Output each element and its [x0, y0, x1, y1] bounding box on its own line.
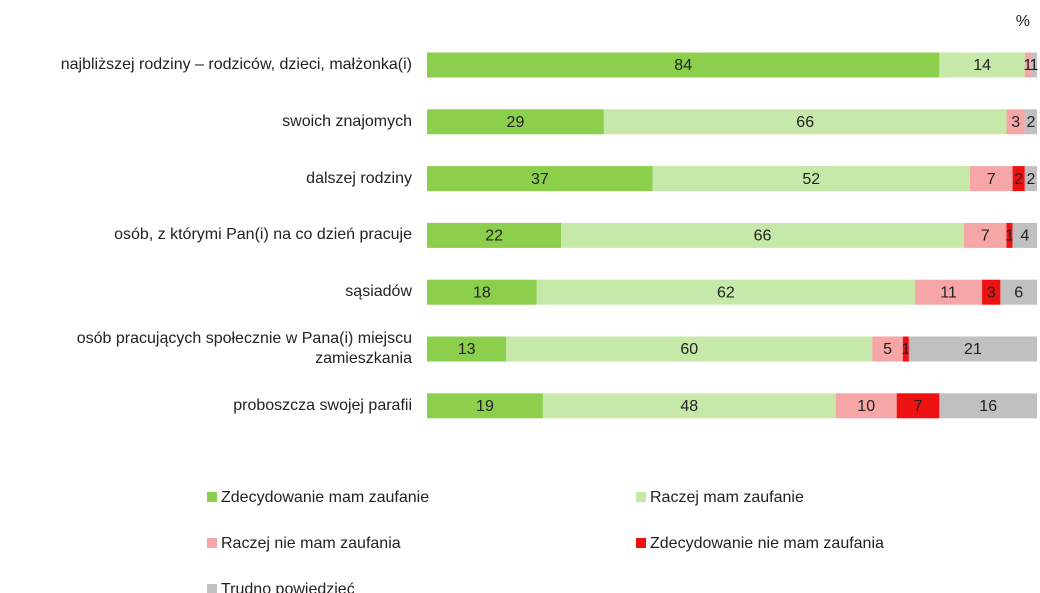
data-label: 29 [507, 114, 525, 131]
data-label: 19 [476, 398, 494, 415]
data-label: 10 [857, 398, 875, 415]
data-label: 62 [717, 284, 735, 301]
bar-segment [969, 166, 1013, 192]
bar-segment [561, 222, 964, 248]
bar-segment [427, 279, 537, 305]
bar-segment [427, 166, 653, 192]
bar-segment [908, 336, 1037, 362]
data-label: 1 [1023, 57, 1032, 74]
bar-segment [603, 109, 1007, 135]
data-label: 16 [979, 398, 997, 415]
bar-segment [915, 279, 983, 305]
legend-label: Zdecydowanie mam zaufanie [221, 489, 429, 506]
bar-segment [427, 222, 562, 248]
data-label: 66 [796, 114, 814, 131]
bar-segment [939, 52, 1025, 78]
bar-segment [963, 222, 1007, 248]
bar-segment [1000, 279, 1037, 305]
bar-segment [427, 52, 940, 78]
bar-segment [1012, 222, 1037, 248]
bar-segment [427, 336, 507, 362]
bar-segment [1024, 166, 1037, 192]
category-label: najbliższej rodziny – rodziców, dzieci, … [60, 56, 412, 73]
bar-segment [1012, 166, 1025, 192]
legend-label: Raczej mam zaufanie [650, 489, 804, 506]
bar-segment [652, 166, 970, 192]
unit-label: % [1016, 13, 1030, 30]
data-label: 4 [1020, 228, 1029, 245]
data-label: 3 [1011, 114, 1020, 131]
category-label: dalszej rodziny [306, 169, 412, 187]
data-label: 7 [981, 228, 990, 245]
category-label: swoich znajomych [282, 112, 412, 130]
bar-segment [982, 279, 1001, 305]
bar-segment [1006, 222, 1013, 248]
bar-segment [427, 109, 604, 135]
bar-segment [939, 393, 1037, 419]
legend-swatch [207, 584, 217, 593]
bar-segment [1024, 109, 1037, 135]
data-label: 84 [674, 57, 692, 74]
data-label: 2 [1014, 171, 1023, 188]
data-label: 1 [1029, 57, 1038, 74]
bar-segment [1006, 109, 1025, 135]
bar-segment [1030, 52, 1037, 78]
bar-segment [835, 393, 897, 419]
data-label: 2 [1026, 114, 1035, 131]
data-label: 21 [964, 341, 982, 358]
bar-segment [506, 336, 873, 362]
data-label: 3 [987, 284, 996, 301]
legend-swatch [207, 492, 217, 502]
data-label: 7 [914, 398, 923, 415]
data-label: 5 [883, 341, 892, 358]
data-label: 1 [901, 341, 910, 358]
bar-segment [536, 279, 915, 305]
data-label: 66 [754, 228, 772, 245]
category-label: osób, z którymi Pan(i) na co dzień pracu… [114, 226, 412, 244]
data-label: 7 [987, 171, 996, 188]
bar-segment [902, 336, 909, 362]
data-label: 52 [802, 171, 820, 188]
bar-segment [542, 393, 836, 419]
data-label: 60 [680, 341, 698, 358]
bar-segment [872, 336, 903, 362]
data-label: 2 [1026, 171, 1035, 188]
data-label: 1 [1005, 228, 1014, 245]
category-label: proboszcza swojej parafii [233, 396, 412, 414]
bar-segment [896, 393, 940, 419]
data-label: 18 [473, 284, 491, 301]
bar-segment [1024, 52, 1031, 78]
data-label: 37 [531, 171, 549, 188]
legend-label: Trudno powiedzieć [221, 581, 355, 593]
data-label: 6 [1014, 284, 1023, 301]
category-label: osób pracujących społecznie w Pana(i) mi… [76, 330, 412, 367]
legend-label: Raczej nie mam zaufania [221, 535, 401, 552]
category-label: sąsiadów [345, 283, 412, 301]
bar-segment [427, 393, 543, 419]
data-label: 22 [485, 228, 503, 245]
legend-swatch [636, 492, 646, 502]
data-label: 48 [680, 398, 698, 415]
legend-swatch [207, 538, 217, 548]
data-label: 11 [940, 284, 957, 301]
data-label: 14 [973, 57, 991, 74]
data-label: 13 [458, 341, 476, 358]
legend-label: Zdecydowanie nie mam zaufania [650, 535, 884, 552]
legend-swatch [636, 538, 646, 548]
